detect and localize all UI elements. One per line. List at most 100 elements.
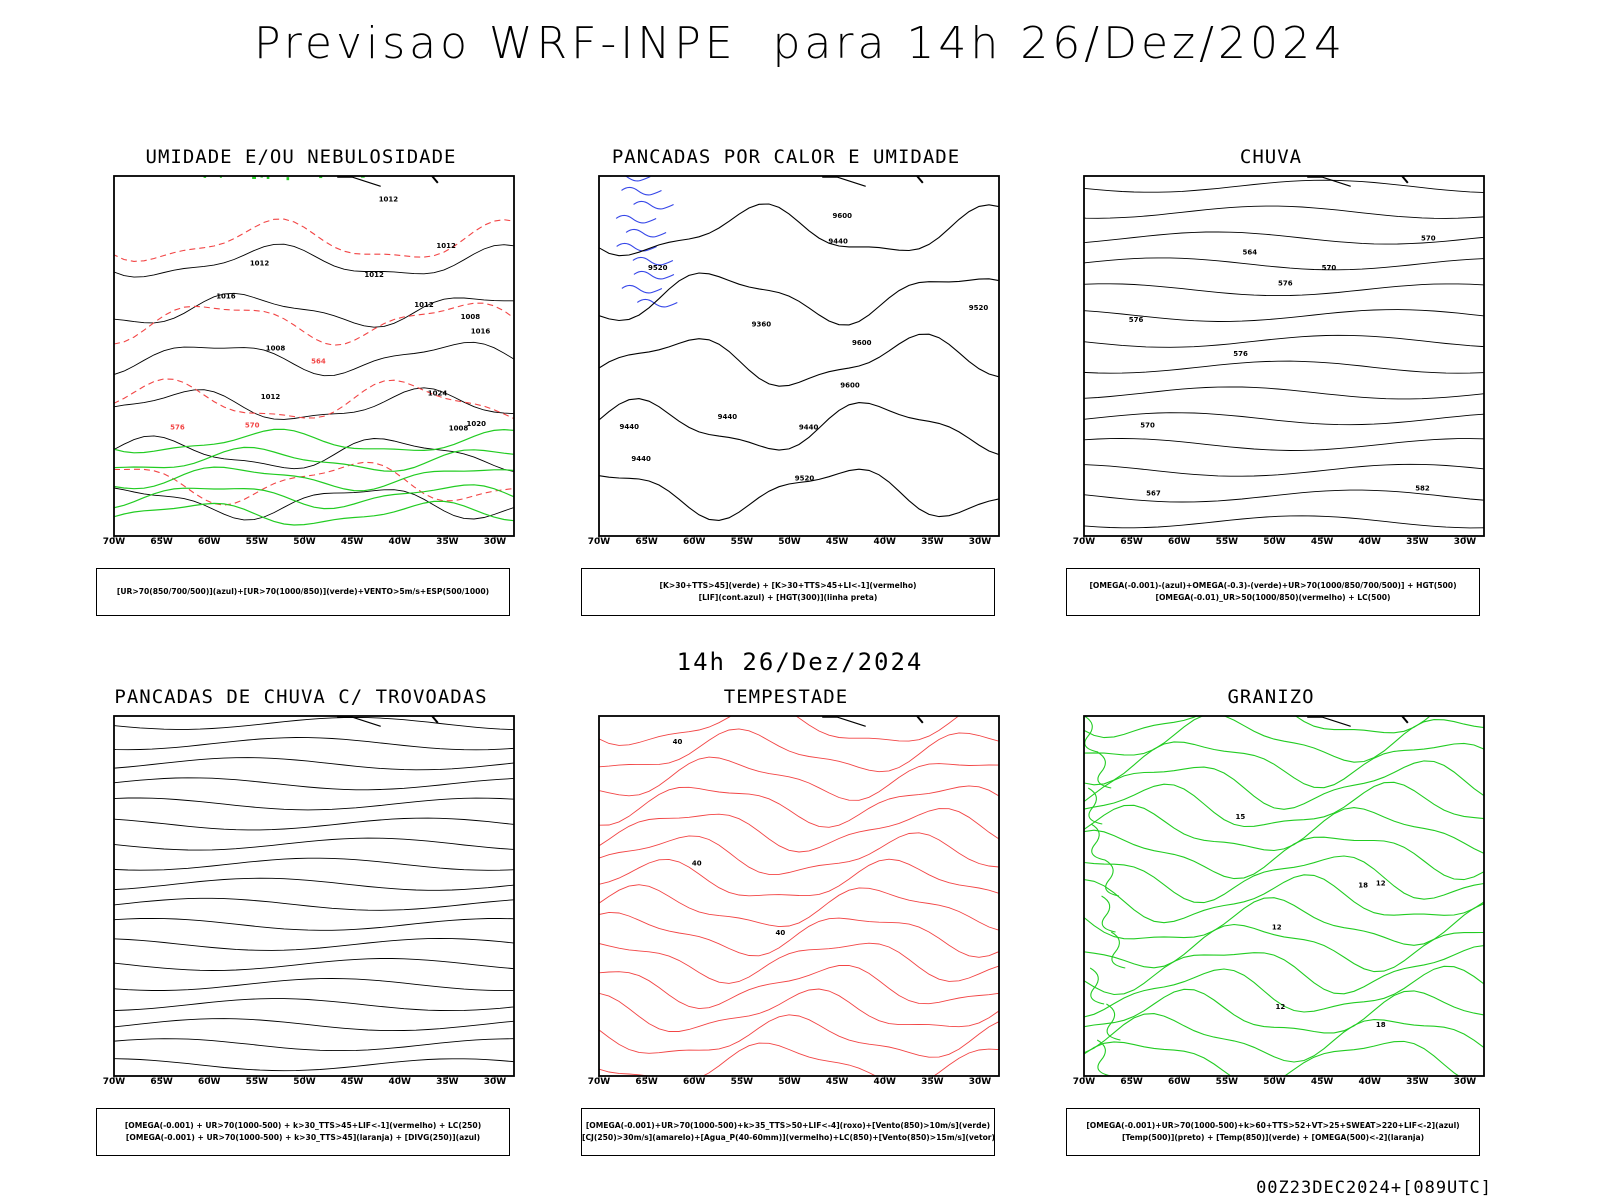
humidity-contour [114,466,514,492]
lon-label: 50W [778,1077,801,1084]
streamline [1084,463,1484,477]
temperature-850-contour [1084,760,1484,810]
map-layers [114,172,514,526]
lon-label: 40W [873,537,896,544]
lon-label: 30W [1454,537,1477,544]
lon-label: 35W [1406,1077,1429,1084]
panel-title: PANCADAS POR CALOR E UMIDADE [611,146,961,168]
contour-label: 9360 [752,321,772,329]
legend-line: [OMEGA(-0.01)_UR>50(1000/850)(vermelho) … [1155,593,1391,602]
lon-label: 65W [635,537,658,544]
humidity-contour [114,446,514,472]
model-run-info: 00Z23DEC2024+[089UTC] [1256,1178,1492,1198]
streamline [1084,309,1484,322]
precipitable-water-contour [599,884,999,931]
streamline [1084,231,1484,245]
contour-label: 40 [776,929,786,937]
thickness-contour [114,218,514,262]
state-border [822,716,866,727]
temperature-850-contour [1089,967,1105,1005]
streamline [114,958,514,971]
precipitable-water-contour [599,756,999,801]
lon-label: 55W [246,537,269,544]
temperature-850-contour [1087,787,1103,825]
contour-label: 576 [1278,280,1293,288]
isobar-contour [114,292,514,328]
lon-label: 60W [683,1077,706,1084]
contour-label: 1008 [266,345,286,353]
low-level-humidity [249,172,253,173]
panel-thunderstorm-showers: PANCADAS DE CHUVA C/ TROVOADAS 12S15S18S… [86,686,516,1166]
low-level-humidity [203,176,207,178]
contour-label: 9440 [631,455,651,463]
main-title: Previsao WRF-INPE para 14h 26/Dez/2024 [254,18,1346,69]
temperature-850-contour [1084,1013,1484,1063]
lon-label: 30W [969,1077,992,1084]
forecast-map: 12S15S18S21S24S27S30S33S36S39S42S70W65W6… [103,712,515,1084]
lon-label: 70W [588,537,611,544]
streamline [114,837,514,851]
lon-label: 45W [341,1077,364,1084]
temperature-850-contour [1096,751,1112,789]
lon-label: 50W [293,1077,316,1084]
contour-label: 12 [1276,1003,1286,1011]
thickness-contour [114,302,514,346]
legend-box: [OMEGA(-0.001) + UR>70(1000-500) + k>30_… [96,1108,510,1156]
panel-title: PANCADAS DE CHUVA C/ TROVOADAS [114,686,488,708]
precipitable-water-contour [599,858,999,897]
lon-label: 30W [484,1077,507,1084]
lon-label: 40W [388,1077,411,1084]
streamline [114,1018,514,1032]
contour-label: 9600 [833,212,853,220]
precipitable-water-contour [599,988,999,1032]
streamline [1084,283,1484,297]
lon-label: 60W [198,1077,221,1084]
contour-label: 40 [692,859,702,867]
map-frame [598,175,1000,537]
contour-label: 576 [1233,350,1248,358]
lon-label: 45W [1311,537,1334,544]
country-border [1089,712,1243,714]
contour-label: 9440 [620,423,640,431]
forecast-map: 40404012S15S18S21S24S27S30S33S36S39S42S7… [588,715,1000,1084]
streamline [114,877,514,891]
streamline [1084,257,1484,271]
panel-hail: GRANIZO 18181212121512S15S18S21S24S27S30… [1056,686,1486,1166]
temperature-850-contour [1084,965,1484,1018]
contour-label: 1016 [216,292,236,300]
country-border [119,712,273,714]
lon-label: 55W [1216,1077,1239,1084]
precipitable-water-contour [599,942,999,984]
precipitable-water-contour [599,1042,999,1076]
contour-label: 9440 [718,413,738,421]
country-border [1089,172,1243,174]
low-level-humidity [210,172,212,174]
lon-label: 40W [1358,1077,1381,1084]
contour-label: 570 [1421,235,1436,243]
lon-label: 35W [1406,537,1429,544]
contour-label: 570 [1322,264,1337,272]
legend-line: [CJ(250)>30m/s](amarelo)+[Agua_P(40-60mm… [582,1133,995,1142]
lifted-index-contour [615,214,657,224]
streamline [1084,205,1484,219]
lon-label: 70W [103,537,126,544]
streamline [1084,412,1484,426]
low-level-humidity [358,172,361,173]
contour-label: 564 [311,358,326,366]
map-layers [114,712,514,1072]
lifted-index-contour [621,186,662,196]
panel-title: GRANIZO [1227,686,1315,708]
streamline [1084,489,1484,503]
temperature-850-contour [1110,931,1126,969]
streamline [114,716,514,731]
isobar-contour [114,487,514,521]
low-level-humidity [286,177,290,181]
lon-label: 70W [1073,537,1096,544]
geopotential-contour [599,398,999,456]
isobar-contour [114,387,514,420]
lon-label: 55W [731,537,754,544]
forecast-map: 58257657057657056756457657012S15S18S21S2… [1073,172,1485,544]
contour-label: 9440 [828,238,848,246]
low-level-humidity [252,176,256,179]
low-level-humidity [282,172,284,173]
